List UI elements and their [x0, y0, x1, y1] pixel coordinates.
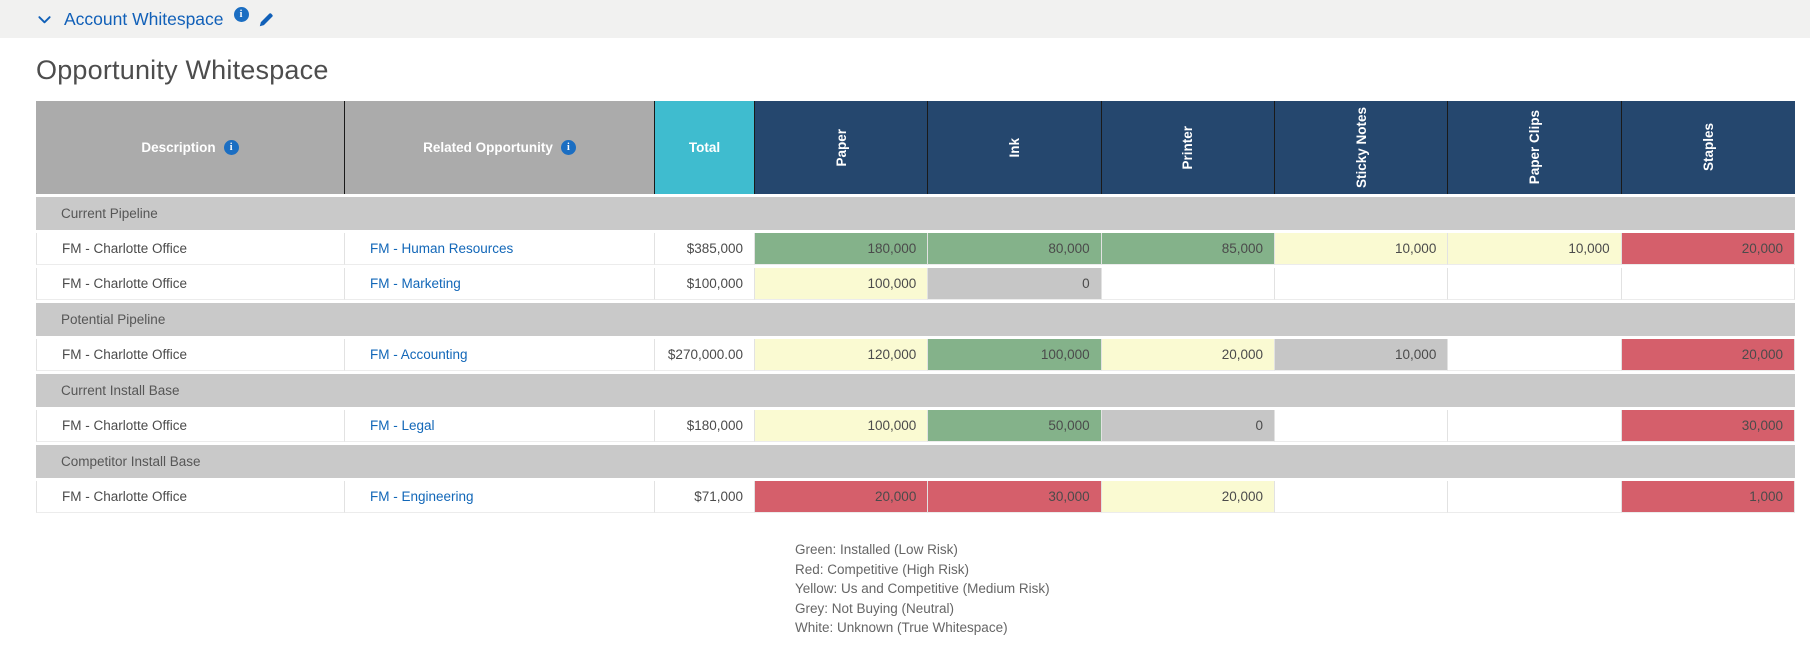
related-opportunity-cell: FM - Engineering — [345, 481, 655, 513]
value-cell-printer — [1101, 268, 1275, 300]
value-cell-sticky-notes — [1274, 410, 1449, 442]
legend-line: Grey: Not Buying (Neutral) — [795, 600, 955, 616]
value-cell-printer: 0 — [1101, 410, 1275, 442]
value-cell-sticky-notes: 10,000 — [1274, 233, 1449, 265]
column-header-label: Total — [688, 140, 721, 155]
account-whitespace-section-bar: Account Whitespace i — [0, 0, 1810, 38]
value-cell-ink: 80,000 — [928, 233, 1102, 265]
description-cell: FM - Charlotte Office — [36, 339, 345, 371]
info-icon[interactable]: i — [223, 140, 239, 155]
related-opportunity-link[interactable]: FM - Legal — [370, 418, 435, 433]
value-cell-staples — [1621, 268, 1795, 300]
related-opportunity-link[interactable]: FM - Marketing — [370, 276, 461, 291]
value-cell-ink: 0 — [928, 268, 1102, 300]
column-header-label: Ink — [1006, 137, 1022, 158]
info-icon[interactable]: i — [560, 140, 576, 155]
section-row-competitor-install-base: Competitor Install Base — [36, 445, 1795, 478]
section-row-potential-pipeline: Potential Pipeline — [36, 303, 1795, 336]
value-cell-paper-clips — [1448, 481, 1622, 513]
edit-pencil-icon[interactable] — [258, 12, 274, 28]
total-cell: $270,000.00 — [655, 339, 755, 371]
value-cell-paper-clips — [1448, 339, 1622, 371]
legend-line: Green: Installed (Low Risk) — [795, 542, 958, 557]
content-area: Opportunity Whitespace Description i Relat… — [0, 38, 1818, 638]
value-cell-ink: 50,000 — [928, 410, 1102, 442]
column-header-total: Total — [655, 101, 755, 194]
column-header-label: Printer — [1180, 125, 1196, 170]
column-header-staples: Staples — [1621, 101, 1795, 194]
column-header-ink: Ink — [928, 101, 1102, 194]
column-header-label: Paper Clips — [1526, 110, 1542, 185]
value-cell-paper-clips — [1448, 410, 1622, 442]
value-cell-sticky-notes: 10,000 — [1274, 339, 1449, 371]
section-row-current-pipeline: Current Pipeline — [36, 197, 1795, 230]
value-cell-ink: 30,000 — [928, 481, 1102, 513]
legend-line: White: Unknown (True Whitespace) — [795, 620, 1008, 635]
page-title: Opportunity Whitespace — [36, 55, 329, 85]
column-header-label: Sticky Notes — [1353, 106, 1369, 189]
value-cell-staples: 1,000 — [1621, 481, 1795, 513]
related-opportunity-cell: FM - Legal — [345, 410, 655, 442]
column-header-paper-clips: Paper Clips — [1448, 101, 1622, 194]
legend-line: Red: Competitive (High Risk) — [795, 561, 970, 577]
column-header-label: Related Opportunity — [423, 140, 553, 155]
total-cell: $100,000 — [655, 268, 755, 300]
related-opportunity-link[interactable]: FM - Accounting — [370, 347, 468, 362]
value-cell-printer: 20,000 — [1101, 481, 1275, 513]
description-cell: FM - Charlotte Office — [36, 481, 345, 513]
description-cell: FM - Charlotte Office — [36, 410, 345, 442]
section-row-current-install-base: Current Install Base — [36, 374, 1795, 407]
related-opportunity-cell: FM - Marketing — [345, 268, 655, 300]
value-cell-staples: 20,000 — [1621, 339, 1795, 371]
column-header-paper: Paper — [755, 101, 929, 194]
value-cell-paper: 20,000 — [755, 481, 929, 513]
description-cell: FM - Charlotte Office — [36, 233, 345, 265]
column-header-description: Description i — [36, 101, 345, 194]
total-cell: $180,000 — [655, 410, 755, 442]
description-cell: FM - Charlotte Office — [36, 268, 345, 300]
value-cell-sticky-notes — [1274, 268, 1449, 300]
value-cell-paper: 100,000 — [755, 268, 929, 300]
chevron-down-icon[interactable] — [37, 12, 52, 27]
value-cell-ink: 100,000 — [928, 339, 1102, 371]
value-cell-paper: 180,000 — [755, 233, 929, 265]
value-cell-sticky-notes — [1274, 481, 1449, 513]
value-cell-paper: 100,000 — [755, 410, 929, 442]
related-opportunity-cell: FM - Accounting — [345, 339, 655, 371]
total-cell: $71,000 — [655, 481, 755, 513]
opportunity-whitespace-table: Description i Related Opportunity i Total Pap… — [36, 101, 1795, 513]
value-cell-paper: 120,000 — [755, 339, 929, 371]
related-opportunity-link[interactable]: FM - Engineering — [370, 489, 474, 504]
color-legend: Green: Installed (Low Risk) Red: Competit… — [795, 540, 1818, 638]
column-header-related-opportunity: Related Opportunity i — [345, 101, 655, 194]
info-icon[interactable]: i — [233, 6, 249, 22]
total-cell: $385,000 — [655, 233, 755, 265]
section-title-link[interactable]: Account Whitespace — [64, 8, 224, 29]
column-header-printer: Printer — [1101, 101, 1275, 194]
value-cell-paper-clips: 10,000 — [1448, 233, 1622, 265]
column-header-sticky-notes: Sticky Notes — [1274, 101, 1449, 194]
related-opportunity-link[interactable]: FM - Human Resources — [370, 241, 514, 256]
value-cell-staples: 20,000 — [1621, 233, 1795, 265]
column-header-label: Staples — [1700, 123, 1716, 172]
value-cell-paper-clips — [1448, 268, 1622, 300]
legend-line: Yellow: Us and Competitive (Medium Risk) — [795, 581, 1050, 596]
related-opportunity-cell: FM - Human Resources — [345, 233, 655, 265]
column-header-label: Paper — [833, 128, 849, 167]
value-cell-staples: 30,000 — [1621, 410, 1795, 442]
value-cell-printer: 85,000 — [1101, 233, 1275, 265]
column-header-label: Description — [141, 140, 216, 155]
value-cell-printer: 20,000 — [1101, 339, 1275, 371]
